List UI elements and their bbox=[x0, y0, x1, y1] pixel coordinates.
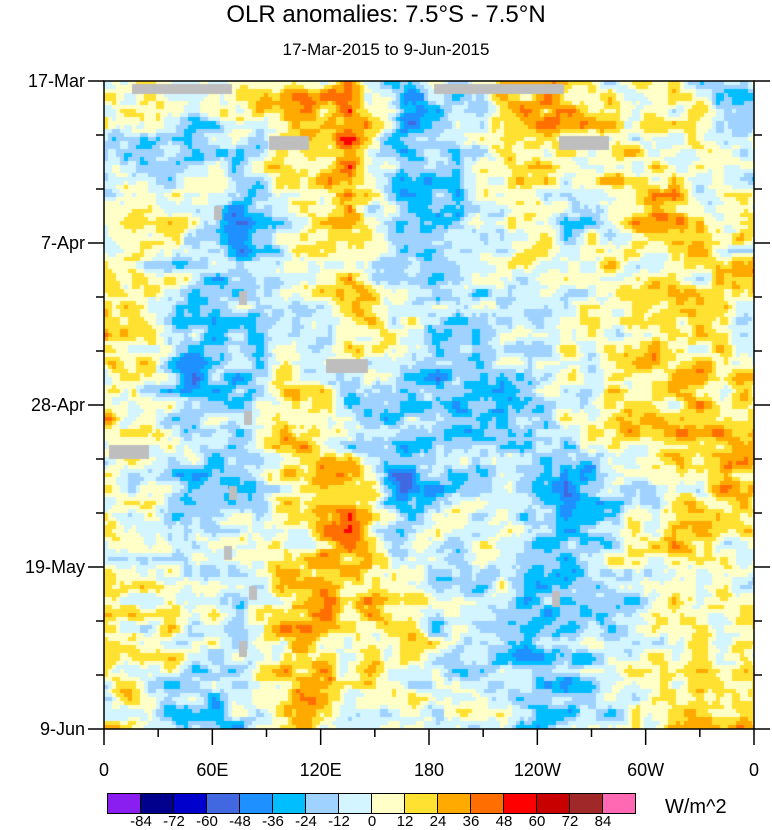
x-tick-label: 120W bbox=[513, 760, 561, 780]
colorbar-swatch bbox=[438, 794, 471, 813]
colorbar-swatch bbox=[603, 794, 635, 813]
x-tick-label: 60E bbox=[196, 760, 229, 780]
y-tick-label: 19-May bbox=[24, 557, 85, 577]
x-tick-label: 180 bbox=[413, 760, 445, 780]
y-tick-label: 7-Apr bbox=[40, 233, 85, 253]
y-tick-label: 28-Apr bbox=[30, 395, 85, 415]
colorbar-swatch bbox=[240, 794, 273, 813]
colorbar-swatch bbox=[471, 794, 504, 813]
colorbar-label: -84 bbox=[130, 813, 152, 830]
colorbar-label: -12 bbox=[328, 813, 350, 830]
colorbar-swatch bbox=[207, 794, 240, 813]
y-tick-label: 9-Jun bbox=[39, 719, 85, 739]
colorbar-label: -72 bbox=[163, 813, 185, 830]
colorbar-label: 60 bbox=[528, 813, 546, 830]
colorbar-label: 84 bbox=[594, 813, 612, 830]
colorbar-swatch bbox=[141, 794, 174, 813]
colorbar-label: 0 bbox=[367, 813, 377, 830]
colorbar-swatch bbox=[339, 794, 372, 813]
colorbar-label: 12 bbox=[396, 813, 414, 830]
colorbar-label: -24 bbox=[295, 813, 317, 830]
colorbar-swatch bbox=[570, 794, 603, 813]
colorbar-label: 48 bbox=[495, 813, 513, 830]
colorbar-label: 36 bbox=[462, 813, 480, 830]
x-tick-label: 60W bbox=[627, 760, 665, 780]
colorbar-swatch bbox=[537, 794, 570, 813]
colorbar-swatch bbox=[504, 794, 537, 813]
x-tick-label: 120E bbox=[299, 760, 342, 780]
colorbar bbox=[107, 793, 636, 814]
colorbar-swatch bbox=[108, 794, 141, 813]
colorbar-swatch bbox=[405, 794, 438, 813]
plot-frame bbox=[103, 80, 755, 730]
colorbar-label: 24 bbox=[429, 813, 447, 830]
colorbar-swatch bbox=[174, 794, 207, 813]
colorbar-swatch bbox=[273, 794, 306, 813]
colorbar-label: -60 bbox=[196, 813, 218, 830]
x-tick-label: 0 bbox=[98, 760, 109, 780]
chart-title: OLR anomalies: 7.5°S - 7.5°N bbox=[226, 1, 546, 28]
colorbar-swatch bbox=[306, 794, 339, 813]
heatmap-field bbox=[104, 81, 754, 729]
x-tick-label: 0 bbox=[748, 760, 759, 780]
chart-subtitle: 17-Mar-2015 to 9-Jun-2015 bbox=[282, 40, 490, 59]
colorbar-label: 72 bbox=[561, 813, 579, 830]
y-tick-label: 17-Mar bbox=[27, 71, 85, 91]
colorbar-label: -36 bbox=[262, 813, 284, 830]
colorbar-swatch bbox=[372, 794, 405, 813]
colorbar-label: -48 bbox=[229, 813, 251, 830]
colorbar-units: W/m^2 bbox=[665, 796, 727, 818]
